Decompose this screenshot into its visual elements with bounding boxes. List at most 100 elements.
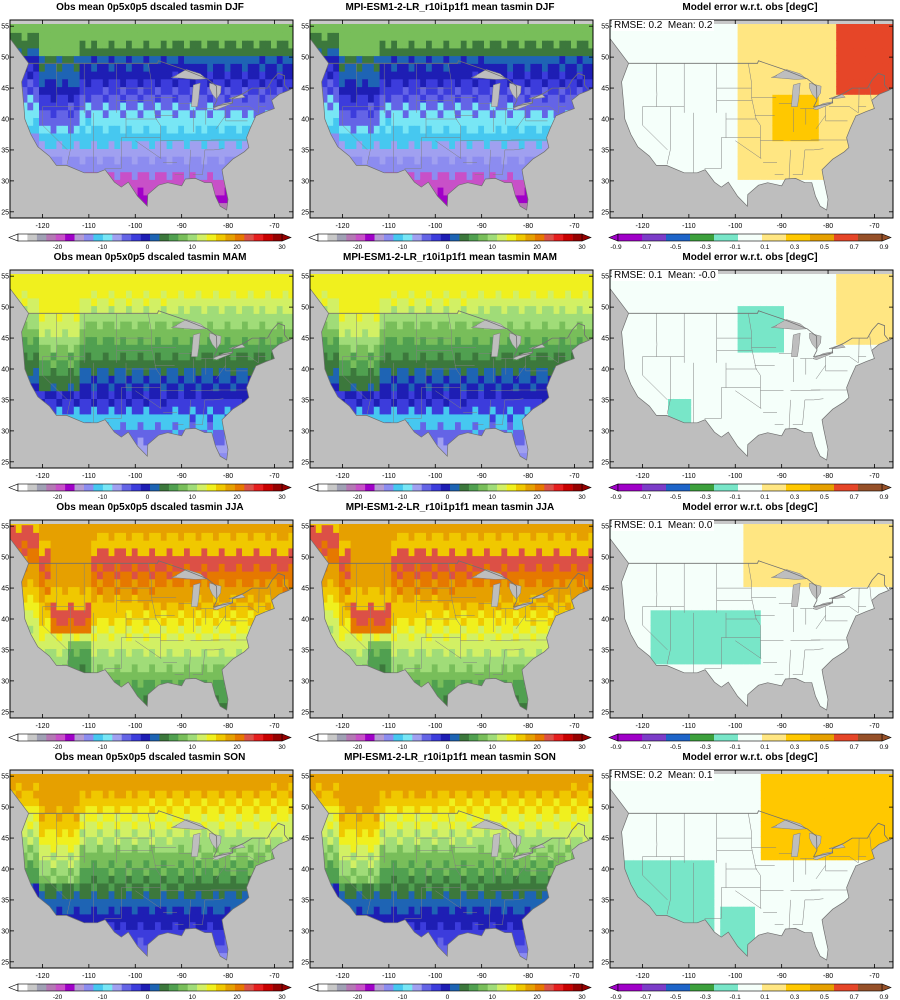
colorbar-label: 0.5 <box>820 244 829 250</box>
lat-tick-label: 45 <box>601 586 609 593</box>
colorbar-label: 0.7 <box>850 744 859 750</box>
lat-tick-label: 45 <box>1 836 9 843</box>
state-boundary <box>229 356 259 364</box>
colorbar-swatch <box>858 484 883 491</box>
mean-value: 0.1 <box>698 770 713 781</box>
lat-tick-label: 55 <box>301 24 309 31</box>
colorbar-swatch <box>140 234 151 241</box>
colorbar-label: 30 <box>578 994 586 1000</box>
state-boundary <box>404 112 427 169</box>
colorbar-label: 30 <box>578 244 586 250</box>
colorbar-swatch <box>159 734 170 741</box>
colorbar-swatch <box>84 484 94 491</box>
colorbar: -0.9 -0.7 -0.5 -0.3 -0.1 0.1 0.3 0.5 0.7 0.9 <box>608 233 892 250</box>
state-boundary <box>804 648 824 651</box>
colorbar-swatch <box>563 734 573 741</box>
lat-tick-label: 40 <box>601 367 609 374</box>
colorbar-swatch <box>74 484 85 491</box>
rmse-value: 0.2 <box>648 770 663 781</box>
lat-tick-label: 45 <box>301 86 309 93</box>
lat-tick-label: 30 <box>1 178 9 185</box>
panel-title: Obs mean 0p5x0p5 dscaled tasmin JJA <box>56 502 244 513</box>
colorbar-swatch <box>431 984 441 991</box>
colorbar-swatch <box>355 734 366 741</box>
lon-tick-label: -120 <box>335 973 349 980</box>
state-boundary <box>42 356 68 401</box>
lat-tick-label: 40 <box>601 617 609 624</box>
rmse-label: RMSE: <box>614 770 646 781</box>
state-boundary <box>869 86 872 100</box>
lon-tick-label: -110 <box>682 473 696 480</box>
colorbar-label: 0 <box>146 744 150 750</box>
state-boundary <box>735 140 762 159</box>
state-boundary <box>135 140 162 159</box>
map-plot: -120 -110 -100 -90 -80 -7025303540455055-0.9-… <box>601 269 894 500</box>
lon-tick-label: -110 <box>682 973 696 980</box>
lat-tick-label: 30 <box>601 428 609 435</box>
colorbar-swatch <box>525 984 536 991</box>
state-boundary <box>448 563 462 659</box>
stats-readout: RMSE: 0.2 Mean: 0.1 <box>612 770 715 781</box>
colorbar-label: 0.7 <box>850 244 859 250</box>
colorbar-swatch <box>786 734 811 741</box>
state-boundary <box>56 563 58 607</box>
map-panel-djf-model: MPI-ESM1-2-LR_r10i1p1f1 mean tasmin DJF -… <box>300 0 600 250</box>
colorbar-swatch <box>384 734 394 741</box>
lon-tick-label: -120 <box>335 223 349 230</box>
lat-tick-label: 30 <box>301 428 309 435</box>
lat-tick-label: 35 <box>1 147 9 154</box>
colorbar-swatch <box>478 234 488 241</box>
lat-tick-label: 55 <box>301 274 309 281</box>
colorbar-swatch <box>412 234 422 241</box>
colorbar-label: 20 <box>233 994 241 1000</box>
map-panel-son-error: Model error w.r.t. obs [degC] -120 -110 -10… <box>600 750 900 1000</box>
colorbar-swatch <box>225 984 236 991</box>
colorbar-swatch <box>253 234 264 241</box>
colorbar-swatch <box>421 984 432 991</box>
mean-value: 0.2 <box>698 20 713 31</box>
state-boundary <box>569 86 572 100</box>
colorbar-swatch <box>544 484 554 491</box>
lon-tick-label: -80 <box>523 473 533 480</box>
colorbar-label: -20 <box>353 994 363 1000</box>
state-boundary <box>190 389 221 391</box>
state-boundary <box>204 398 224 401</box>
state-boundary <box>188 899 191 929</box>
coastline <box>609 269 894 461</box>
mean-label: Mean: <box>667 270 696 281</box>
state-boundary <box>869 586 872 600</box>
colorbar-swatch <box>459 984 470 991</box>
lat-tick-label: 50 <box>1 555 9 562</box>
colorbar-label: 20 <box>233 494 241 500</box>
state-boundary <box>788 149 791 179</box>
lat-tick-label: 50 <box>1 305 9 312</box>
colorbar-swatch <box>506 484 517 491</box>
colorbar-label: -0.7 <box>640 994 652 1000</box>
colorbar-swatch <box>468 234 479 241</box>
colorbar-label: 0.3 <box>790 744 799 750</box>
colorbar-label: -0.3 <box>700 494 712 500</box>
colorbar-swatch <box>112 984 122 991</box>
lat-tick-label: 30 <box>1 678 9 685</box>
colorbar-label: -0.3 <box>700 744 712 750</box>
colorbar-swatch <box>55 734 66 741</box>
lat-tick-label: 45 <box>1 86 9 93</box>
colorbar-swatch <box>393 734 404 741</box>
colorbar-swatch <box>318 234 328 241</box>
colorbar-swatch <box>516 984 526 991</box>
colorbar-swatch <box>187 734 198 741</box>
colorbar-swatch <box>487 484 498 491</box>
state-boundary <box>748 813 762 909</box>
state-boundary <box>488 899 491 929</box>
state-boundary <box>656 313 658 357</box>
lat-tick-label: 55 <box>601 24 609 31</box>
country-border <box>328 810 589 858</box>
lon-tick-label: -80 <box>223 723 233 730</box>
mean-label: Mean: <box>667 770 696 781</box>
lon-tick-label: -70 <box>569 473 579 480</box>
panel-title: Model error w.r.t. obs [degC] <box>682 752 818 763</box>
state-boundary <box>215 865 226 880</box>
lat-tick-label: 55 <box>1 24 9 31</box>
colorbar-swatch <box>140 484 151 491</box>
